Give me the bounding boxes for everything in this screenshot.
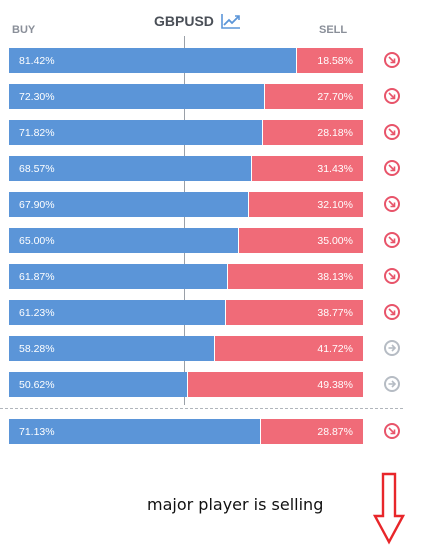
sell-percent: 27.70% bbox=[317, 90, 353, 103]
arrow-down-right-icon[interactable] bbox=[384, 304, 400, 320]
sentiment-row[interactable]: 61.23% 38.77% bbox=[9, 300, 363, 325]
buy-bar: 50.62% bbox=[9, 372, 188, 397]
buy-bar: 65.00% bbox=[9, 228, 239, 253]
sell-bar: 49.38% bbox=[188, 372, 363, 397]
center-line bbox=[184, 36, 185, 405]
sentiment-row[interactable]: 67.90% 32.10% bbox=[9, 192, 363, 217]
buy-percent: 65.00% bbox=[19, 234, 55, 247]
sell-bar: 32.10% bbox=[249, 192, 363, 217]
buy-percent: 72.30% bbox=[19, 90, 55, 103]
sentiment-row[interactable]: 72.30% 27.70% bbox=[9, 84, 363, 109]
symbol-title: GBPUSD bbox=[154, 13, 241, 29]
sell-percent: 38.77% bbox=[317, 306, 353, 319]
sentiment-row[interactable]: 50.62% 49.38% bbox=[9, 372, 363, 397]
arrow-down-right-icon[interactable] bbox=[384, 124, 400, 140]
arrow-down-right-icon[interactable] bbox=[384, 88, 400, 104]
arrow-down-right-icon[interactable] bbox=[384, 52, 400, 68]
sell-percent: 35.00% bbox=[317, 234, 353, 247]
sentiment-row[interactable]: 58.28% 41.72% bbox=[9, 336, 363, 361]
sell-bar: 35.00% bbox=[239, 228, 363, 253]
arrow-down-right-icon[interactable] bbox=[384, 268, 400, 284]
sell-bar: 18.58% bbox=[297, 48, 363, 73]
arrow-right-icon[interactable] bbox=[384, 376, 400, 392]
sell-percent: 32.10% bbox=[317, 198, 353, 211]
buy-bar: 61.87% bbox=[9, 264, 228, 289]
sell-bar: 38.13% bbox=[228, 264, 363, 289]
summary-sell-bar: 28.87% bbox=[261, 419, 363, 444]
arrow-down-right-icon[interactable] bbox=[384, 196, 400, 212]
summary-row[interactable]: 71.13% 28.87% bbox=[9, 419, 363, 444]
arrow-down-right-icon[interactable] bbox=[384, 232, 400, 248]
trend-chart-icon[interactable] bbox=[221, 13, 241, 29]
sell-percent: 38.13% bbox=[317, 270, 353, 283]
buy-percent: 61.87% bbox=[19, 270, 55, 283]
summary-sell-percent: 28.87% bbox=[317, 425, 353, 438]
buy-percent: 58.28% bbox=[19, 342, 55, 355]
sell-header: SELL bbox=[319, 24, 348, 36]
summary-buy-bar: 71.13% bbox=[9, 419, 261, 444]
sell-bar: 38.77% bbox=[226, 300, 363, 325]
sell-bar: 31.43% bbox=[252, 156, 363, 181]
arrow-right-icon[interactable] bbox=[384, 340, 400, 356]
sell-percent: 49.38% bbox=[317, 378, 353, 391]
summary-arrow-icon[interactable] bbox=[384, 423, 400, 439]
annotation-text: major player is selling bbox=[147, 495, 324, 514]
buy-percent: 81.42% bbox=[19, 54, 55, 67]
sell-percent: 18.58% bbox=[317, 54, 353, 67]
buy-header: BUY bbox=[12, 24, 36, 36]
buy-bar: 67.90% bbox=[9, 192, 249, 217]
sell-percent: 31.43% bbox=[317, 162, 353, 175]
sell-bar: 28.18% bbox=[263, 120, 363, 145]
down-arrow-icon bbox=[373, 472, 405, 545]
sell-percent: 28.18% bbox=[317, 126, 353, 139]
buy-percent: 71.82% bbox=[19, 126, 55, 139]
sentiment-row[interactable]: 71.82% 28.18% bbox=[9, 120, 363, 145]
buy-percent: 50.62% bbox=[19, 378, 55, 391]
sell-percent: 41.72% bbox=[317, 342, 353, 355]
arrow-down-right-icon[interactable] bbox=[384, 160, 400, 176]
symbol-label: GBPUSD bbox=[154, 13, 214, 29]
sentiment-row[interactable]: 81.42% 18.58% bbox=[9, 48, 363, 73]
sell-bar: 27.70% bbox=[265, 84, 363, 109]
summary-divider bbox=[0, 408, 403, 409]
sentiment-row[interactable]: 61.87% 38.13% bbox=[9, 264, 363, 289]
buy-bar: 71.82% bbox=[9, 120, 263, 145]
buy-percent: 68.57% bbox=[19, 162, 55, 175]
summary-buy-percent: 71.13% bbox=[19, 425, 55, 438]
buy-bar: 81.42% bbox=[9, 48, 297, 73]
sell-bar: 41.72% bbox=[215, 336, 363, 361]
buy-percent: 67.90% bbox=[19, 198, 55, 211]
buy-percent: 61.23% bbox=[19, 306, 55, 319]
sentiment-row[interactable]: 65.00% 35.00% bbox=[9, 228, 363, 253]
buy-bar: 58.28% bbox=[9, 336, 215, 361]
buy-bar: 68.57% bbox=[9, 156, 252, 181]
buy-bar: 72.30% bbox=[9, 84, 265, 109]
buy-bar: 61.23% bbox=[9, 300, 226, 325]
sentiment-row[interactable]: 68.57% 31.43% bbox=[9, 156, 363, 181]
